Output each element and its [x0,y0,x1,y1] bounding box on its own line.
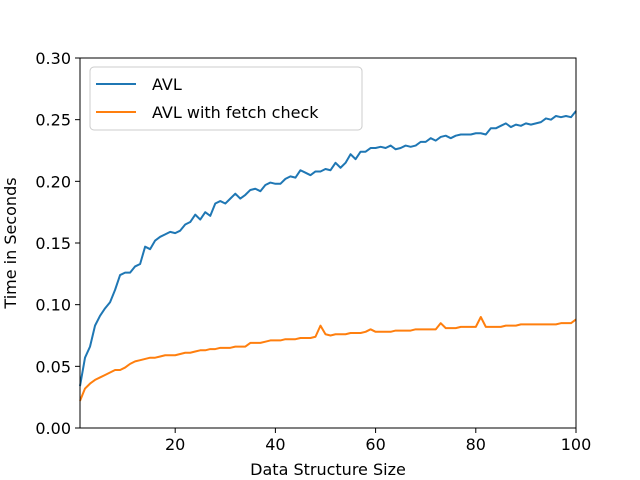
x-axis-title: Data Structure Size [250,460,406,479]
legend-label-avl: AVL [152,75,182,94]
y-tick-label: 0.20 [35,172,71,191]
ticks-layer: 20 40 60 80 100 0.00 0.05 0.10 0.15 0.20 0.25 0.30 [35,49,591,454]
series-line-avl-with-fetch-check [79,316,577,402]
y-tick-label: 0.05 [35,357,71,376]
x-tick-label: 80 [466,435,486,454]
series-line-avl [79,110,577,387]
y-tick-label: 0.10 [35,296,71,315]
y-tick-label: 0.00 [35,419,71,438]
series-layer [79,110,577,402]
legend-box [89,66,363,131]
x-tick-label: 20 [165,435,185,454]
y-tick-label: 0.30 [35,49,71,68]
y-axis-title: Time in Seconds [1,177,20,309]
x-tick-label: 100 [561,435,592,454]
y-tick-label: 0.15 [35,234,71,253]
x-tick-label: 60 [365,435,385,454]
legend: AVL AVL with fetch check [89,66,363,131]
legend-label-avl-fetch-check: AVL with fetch check [152,103,319,122]
y-tick-label: 0.25 [35,111,71,130]
x-tick-label: 40 [265,435,285,454]
